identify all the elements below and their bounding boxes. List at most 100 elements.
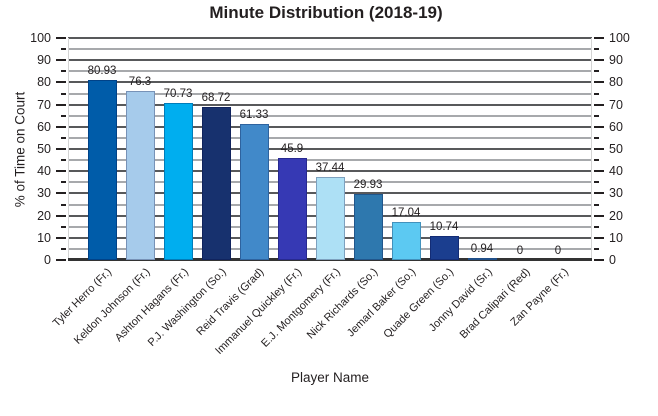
y-tick [594,192,604,195]
y-tick [594,259,604,261]
bar [315,176,345,260]
y-tick-label: 70 [37,97,51,112]
y-tick [594,59,604,62]
y-tick-label: 90 [37,53,51,68]
y-tick [61,203,66,206]
y-tick-label: 20 [37,208,51,223]
y-tick-label: 60 [609,119,623,134]
y-tick-label: 100 [30,31,51,45]
category-label: Jemarl Baker (So.) [345,266,419,340]
y-tick [56,192,66,195]
bar-value-label: 17.04 [391,207,421,220]
gridline-major [68,37,592,39]
bar-value-label: 29.93 [353,178,383,191]
y-tick [594,236,604,239]
right-y-axis: 0 10 20 30 40 50 60 70 80 90 100 [592,31,658,267]
y-tick [61,159,66,162]
y-tick-label: 40 [609,164,623,179]
bar-value-label: 0 [554,245,562,257]
y-tick-label: 0 [609,253,616,267]
bar [239,123,269,260]
y-tick [61,48,66,51]
gridline-minor [68,48,592,51]
bar-value-label: 76.3 [128,75,152,88]
y-tick-label: 10 [609,230,623,245]
bar [353,193,383,260]
gridline-minor [68,159,592,162]
y-tick [56,59,66,62]
y-tick [594,203,599,206]
y-tick [56,125,66,128]
y-tick [594,214,604,217]
bar [201,107,231,260]
bar [429,236,459,260]
gridline-minor [68,136,592,139]
y-tick [61,136,66,139]
gridline-major [68,170,592,173]
y-tick [594,92,599,95]
y-tick [56,170,66,173]
y-tick [61,181,66,184]
y-tick-label: 30 [37,186,51,201]
category-label: Nick Richards (So.) [305,266,381,342]
y-tick-label: 90 [609,53,623,68]
y-tick [56,148,66,150]
bar-value-label: 45.9 [280,143,304,156]
y-tick-label: 40 [37,164,51,179]
bar [87,80,117,260]
y-tick-label: 0 [44,253,51,267]
bar-value-label: 70.73 [163,87,193,100]
bar [277,158,307,260]
category-label: Quade Green (So.) [381,266,457,341]
y-tick [61,70,66,73]
y-tick-label: 100 [609,31,630,45]
y-tick [56,236,66,239]
gridline-major [68,125,592,128]
y-tick-label: 60 [37,119,51,134]
gridline-minor [68,114,592,117]
y-tick-label: 80 [37,75,51,90]
category-label: Brad Calipari (Red) [457,266,533,342]
y-tick [594,125,604,128]
bar [467,257,497,260]
bar-value-label: 0.94 [470,242,494,255]
y-tick [594,103,604,106]
y-tick [594,148,604,150]
bar-value-label: 37.44 [315,161,345,174]
bar-value-label: 80.93 [87,65,117,78]
y-tick [56,214,66,217]
y-tick [594,81,604,84]
gridline-major [68,148,592,150]
bar [163,102,193,260]
plot-left-edge [68,38,69,260]
gridline-minor [68,92,592,95]
y-tick [594,114,599,117]
y-tick-label: 50 [609,142,623,156]
gridline-major [68,59,592,62]
gridline-minor [68,70,592,73]
y-tick-label: 80 [609,75,623,90]
y-tick [61,92,66,95]
x-axis-title: Player Name [290,370,370,385]
y-tick [56,37,66,39]
y-tick [594,136,599,139]
y-tick [594,37,604,39]
gridline-major [68,81,592,84]
y-tick [56,259,66,261]
y-tick [61,114,66,117]
bar [391,222,421,260]
y-tick [594,225,599,228]
y-tick [594,170,604,173]
y-tick [594,159,599,162]
y-tick-label: 10 [37,230,51,245]
y-tick [594,70,599,73]
category-label: Ashton Hagans (Fr.) [112,266,191,345]
left-y-axis: 0 10 20 30 40 50 60 70 80 90 100 [0,31,68,267]
bar-value-label: 61.33 [239,108,269,121]
chart-title: Minute Distribution (2018-19) [209,3,443,22]
y-tick [594,181,599,184]
bar-value-label: 0 [516,245,524,257]
y-tick-label: 20 [609,208,623,223]
category-label: Reid Travis (Grad) [194,266,267,339]
